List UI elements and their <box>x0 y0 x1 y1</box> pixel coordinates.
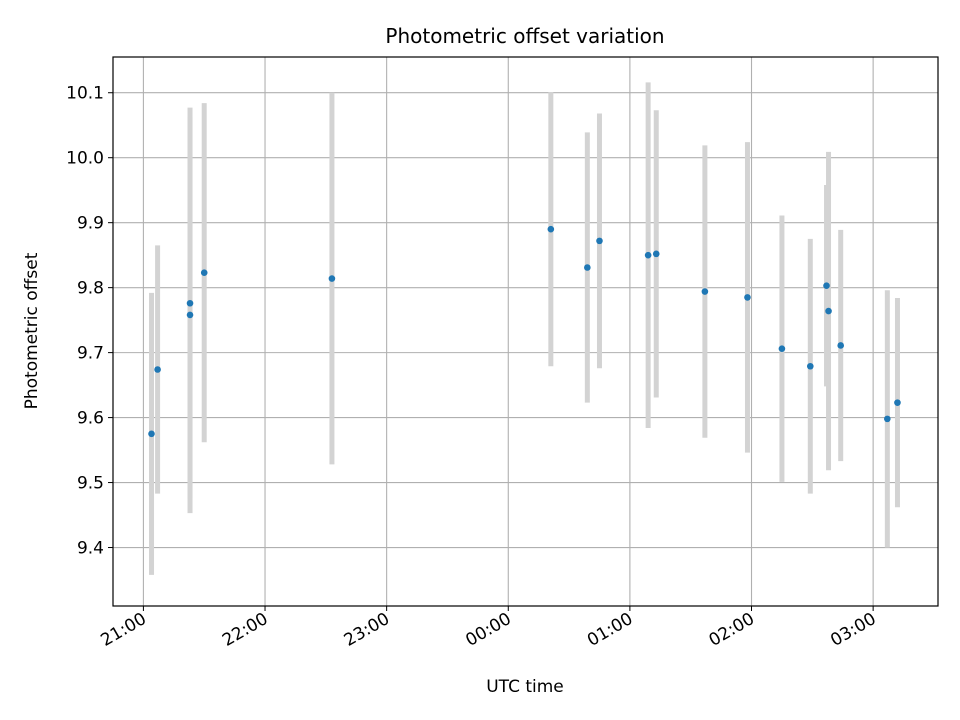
data-point <box>584 264 591 271</box>
data-point <box>328 275 336 282</box>
y-tick-label: 9.8 <box>77 279 104 299</box>
y-tick-label: 10.1 <box>66 84 104 104</box>
plot-frame <box>112 56 939 607</box>
data-point <box>148 430 155 438</box>
data-point <box>778 345 786 353</box>
y-tick-label: 10.0 <box>66 149 104 169</box>
data-point <box>154 366 161 373</box>
data-points <box>148 225 901 438</box>
y-tick-label: 9.4 <box>77 539 104 559</box>
data-point <box>837 342 845 349</box>
y-axis-title: Photometric offset <box>22 252 42 409</box>
data-point <box>884 415 891 423</box>
data-point <box>596 237 603 245</box>
data-point <box>894 399 901 406</box>
y-tick-label: 9.6 <box>77 409 104 429</box>
data-point <box>825 307 832 315</box>
grid <box>113 57 938 606</box>
data-point <box>823 282 830 289</box>
x-axis-title: UTC time <box>486 677 564 697</box>
y-axis-ticks: 9.4 9.5 9.6 9.7 9.8 9.9 10.0 10.1 <box>66 84 113 559</box>
data-point <box>652 250 660 258</box>
data-point <box>806 362 814 370</box>
y-tick-label: 9.9 <box>77 214 104 234</box>
data-point <box>547 225 555 233</box>
y-tick-label: 9.7 <box>77 344 104 364</box>
chart-title: Photometric offset variation <box>385 24 664 48</box>
data-point <box>744 294 751 301</box>
data-point <box>701 288 709 295</box>
data-point <box>186 311 194 319</box>
data-point <box>200 269 208 277</box>
data-point <box>644 251 652 259</box>
y-tick-label: 9.5 <box>77 474 104 494</box>
data-point <box>186 299 194 307</box>
